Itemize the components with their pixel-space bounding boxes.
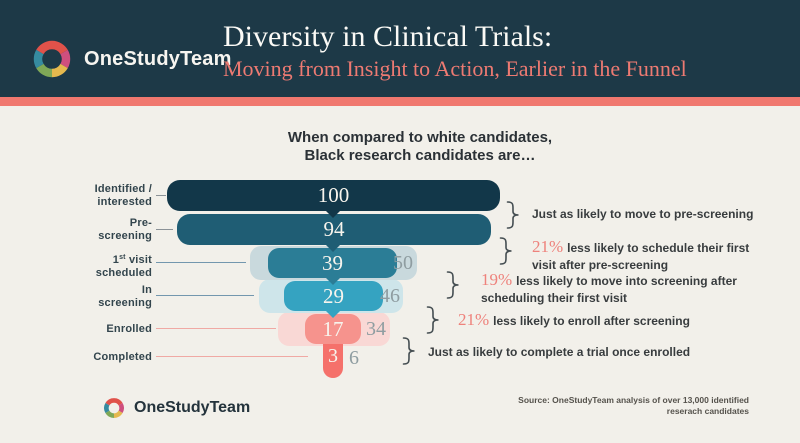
bracket-icon xyxy=(446,271,459,299)
comparison-value-in-screening: 46 xyxy=(380,285,400,307)
bar-value: 3 xyxy=(328,344,338,367)
onestudyteam-logo-icon xyxy=(33,40,71,78)
funnel-bar-enrolled: 17 xyxy=(305,314,361,344)
stage-label-in-screening: In screening xyxy=(98,284,152,309)
leader-line-prescreening xyxy=(156,229,173,230)
stage-label-identified: Identified / interested xyxy=(94,183,152,208)
funnel-bar-prescreening: 94 xyxy=(177,214,491,252)
chart-title-line2: Black research candidates are… xyxy=(304,147,536,164)
brand-name: OneStudyTeam xyxy=(84,47,232,70)
funnel-notch xyxy=(325,310,341,318)
header-band: OneStudyTeam Diversity in Clinical Trial… xyxy=(0,0,800,97)
bar-value: 39 xyxy=(322,250,343,275)
bar-value: 17 xyxy=(322,316,344,341)
comparison-value-completed: 6 xyxy=(349,347,359,369)
stage-label-completed: Completed xyxy=(93,351,152,363)
stage-label-prescreening: Pre- screening xyxy=(98,217,152,242)
stage-label-first-visit: 1st visit scheduled xyxy=(95,254,152,279)
annotation-completed: Just as likely to complete a trial once … xyxy=(428,345,691,359)
annotation-first-visit: 21% less likely to schedule their first v… xyxy=(532,237,750,272)
page-title: Diversity in Clinical Trials: xyxy=(223,20,553,53)
leader-line-in-screening xyxy=(156,295,254,296)
footer-brand-name: OneStudyTeam xyxy=(134,399,251,416)
bracket-icon xyxy=(499,237,512,265)
annotation-in-screening: 19% less likely to move into screening af… xyxy=(481,270,737,305)
footer-brand: OneStudyTeam xyxy=(102,396,250,420)
bracket-icon xyxy=(426,306,439,334)
bar-value: 100 xyxy=(317,183,350,207)
page-subtitle: Moving from Insight to Action, Earlier i… xyxy=(223,56,687,81)
funnel-notch xyxy=(325,244,341,252)
chart-title-line1: When compared to white candidates, xyxy=(287,129,553,146)
annotation-prescreening: Just as likely to move to pre-screening xyxy=(532,207,754,221)
bracket-icon xyxy=(506,201,519,229)
bracket-icon xyxy=(402,337,415,365)
comparison-value-first-visit: 50 xyxy=(393,252,413,274)
leader-line-first-visit xyxy=(156,262,246,263)
accent-stripe xyxy=(0,97,800,106)
source-note: Source: OneStudyTeam analysis of over 13… xyxy=(518,395,749,416)
leader-line-completed xyxy=(156,356,308,357)
funnel-notch xyxy=(325,210,341,218)
annotation-enrolled: 21% less likely to enroll after screening xyxy=(458,310,690,329)
funnel-notch xyxy=(325,277,341,285)
chart-title: When compared to white candidates, Black… xyxy=(288,129,552,165)
funnel-bar-in-screening: 29 xyxy=(284,281,383,318)
leader-line-identified xyxy=(156,195,166,196)
leader-line-enrolled xyxy=(156,328,276,329)
stage-label-enrolled: Enrolled xyxy=(106,323,152,335)
funnel-bar-first-visit: 39 xyxy=(268,248,397,285)
funnel-bar-identified: 100 xyxy=(167,180,500,218)
funnel-bar-completed: 3 xyxy=(323,334,343,378)
bar-value: 29 xyxy=(323,283,344,308)
comparison-value-enrolled: 34 xyxy=(366,318,386,340)
bar-value: 94 xyxy=(323,217,345,241)
header-brand: OneStudyTeam xyxy=(30,37,232,81)
onestudyteam-logo-icon xyxy=(104,398,124,418)
